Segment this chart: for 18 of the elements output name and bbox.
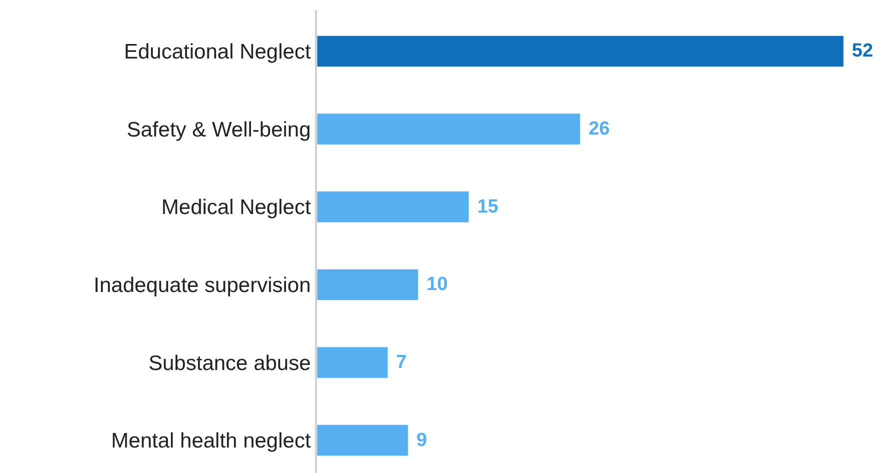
data-label: 7 <box>396 352 407 374</box>
y-tick-label: Mental health neglect <box>111 430 311 453</box>
data-label: 52 <box>852 40 874 62</box>
data-label: 10 <box>426 274 448 296</box>
data-label: 26 <box>588 118 610 140</box>
bar <box>317 268 419 300</box>
bar <box>317 424 408 456</box>
bar <box>317 35 844 68</box>
bar <box>317 113 581 145</box>
y-tick-label: Educational Neglect <box>124 40 311 64</box>
data-label: 15 <box>477 196 499 218</box>
data-label: 9 <box>416 430 427 451</box>
bar <box>317 191 470 223</box>
y-tick-label: Medical Neglect <box>161 196 311 220</box>
y-tick-label: Safety & Well-being <box>126 118 311 142</box>
y-tick-label: Substance abuse <box>148 352 311 375</box>
y-tick-label: Inadequate supervision <box>94 274 311 298</box>
bar <box>317 346 388 378</box>
